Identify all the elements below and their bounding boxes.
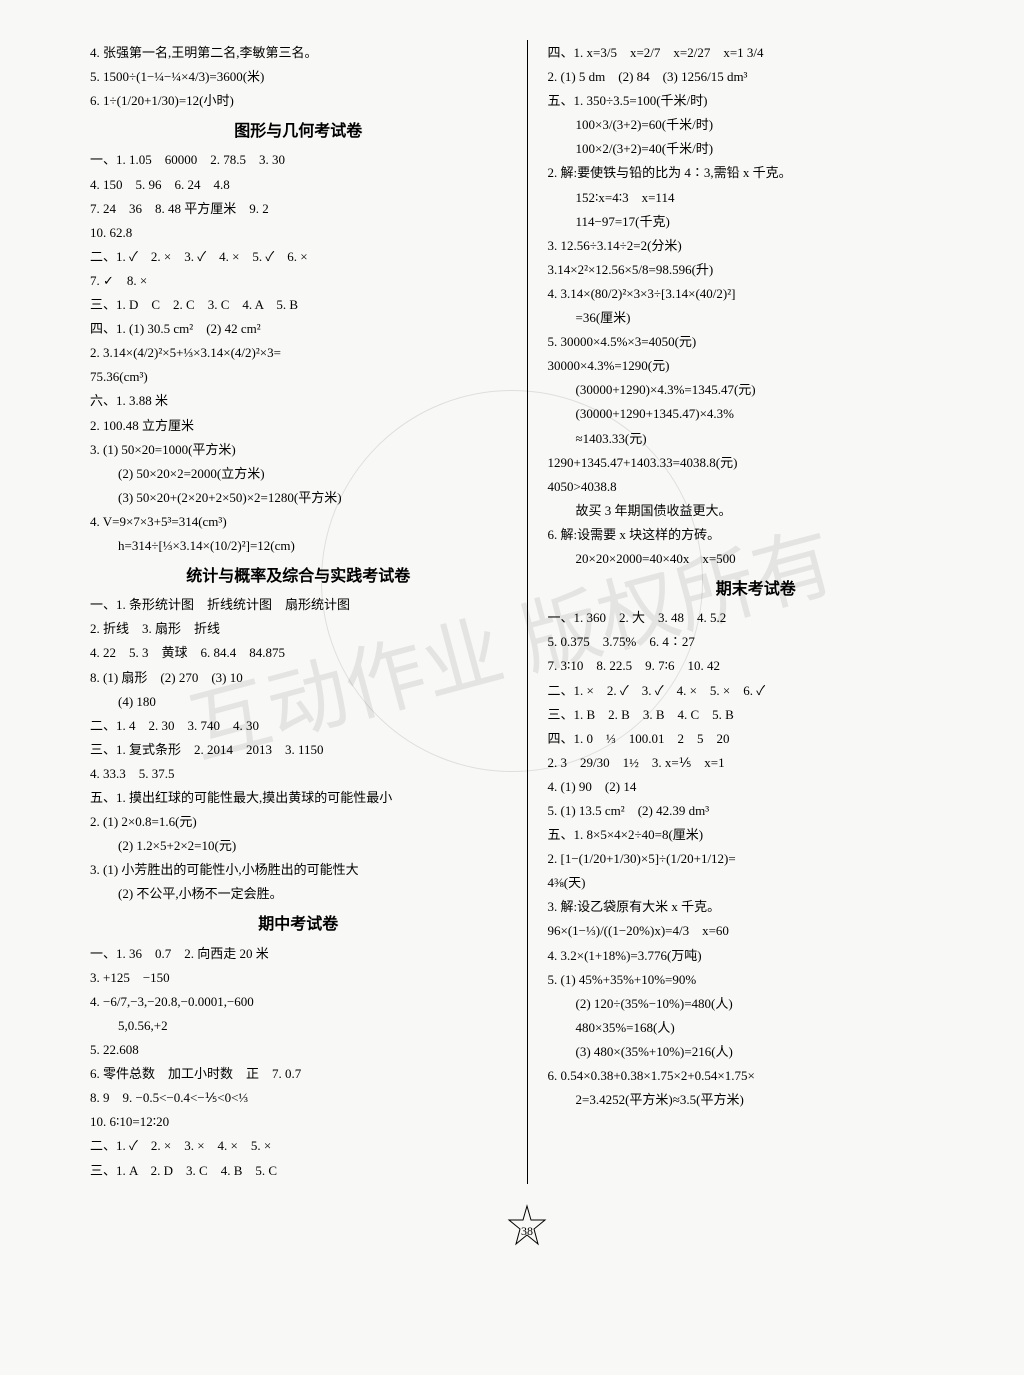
answer-line: 2. [1−(1/20+1/30)×5]÷(1/20+1/12)= — [548, 848, 965, 870]
answer-line: 152∶x=4∶3 x=114 — [576, 187, 965, 209]
left-column: 4. 张强第一名,王明第二名,李敏第三名。5. 1500÷(1−¼−¼×4/3)… — [90, 40, 507, 1184]
answer-line: 5. 22.608 — [90, 1039, 507, 1061]
answer-line: 4. 150 5. 96 6. 24 4.8 — [90, 174, 507, 196]
answer-line: 10. 62.8 — [90, 222, 507, 244]
answer-line: 6. 零件总数 加工小时数 正 7. 0.7 — [90, 1063, 507, 1085]
answer-line: 2. (1) 2×0.8=1.6(元) — [90, 811, 507, 833]
answer-line: 4. 3.2×(1+18%)=3.776(万吨) — [548, 945, 965, 967]
answer-line: 75.36(cm³) — [90, 366, 507, 388]
answer-line: 3.14×2²×12.56×5/8=98.596(升) — [548, 259, 965, 281]
answer-line: 30000×4.3%=1290(元) — [548, 355, 965, 377]
answer-line: 五、1. 摸出红球的可能性最大,摸出黄球的可能性最小 — [90, 787, 507, 809]
answer-line: =36(厘米) — [576, 307, 965, 329]
answer-line: 三、1. D C 2. C 3. C 4. A 5. B — [90, 294, 507, 316]
answer-line: 一、1. 条形统计图 折线统计图 扇形统计图 — [90, 594, 507, 616]
answer-line: 4. (1) 90 (2) 14 — [548, 776, 965, 798]
answer-line: (4) 180 — [118, 691, 507, 713]
section-title: 图形与几何考试卷 — [90, 118, 507, 145]
answer-line: 8. (1) 扇形 (2) 270 (3) 10 — [90, 667, 507, 689]
answer-line: 2. (1) 5 dm (2) 84 (3) 1256/15 dm³ — [548, 66, 965, 88]
section-title: 统计与概率及综合与实践考试卷 — [90, 563, 507, 590]
answer-line: (2) 1.2×5+2×2=10(元) — [118, 835, 507, 857]
answer-line: 100×3/(3+2)=60(千米/时) — [576, 114, 965, 136]
answer-line: 二、1. ✓ 2. × 3. ✓ 4. × 5. ✓ 6. × — [90, 246, 507, 268]
section-title: 期末考试卷 — [548, 576, 965, 603]
answer-line: 6. 1÷(1/20+1/30)=12(小时) — [90, 90, 507, 112]
answer-line: 4. 3.14×(80/2)²×3×3÷[3.14×(40/2)²] — [548, 283, 965, 305]
answer-line: 五、1. 350÷3.5=100(千米/时) — [548, 90, 965, 112]
answer-line: 5. 30000×4.5%×3=4050(元) — [548, 331, 965, 353]
answer-line: 故买 3 年期国债收益更大。 — [576, 500, 965, 522]
answer-line: 3. (1) 50×20=1000(平方米) — [90, 439, 507, 461]
answer-line: 3. 解:设乙袋原有大米 x 千克。 — [548, 896, 965, 918]
answer-line: 2. 3.14×(4/2)²×5+⅓×3.14×(4/2)²×3= — [90, 342, 507, 364]
answer-line: 4⅜(天) — [548, 872, 965, 894]
answer-line: 4. −6/7,−3,−20.8,−0.0001,−600 — [90, 991, 507, 1013]
answer-line: 2=3.4252(平方米)≈3.5(平方米) — [576, 1089, 965, 1111]
answer-line: 7. ✓ 8. × — [90, 270, 507, 292]
right-column: 四、1. x=3/5 x=2/7 x=2/27 x=1 3/42. (1) 5 … — [548, 40, 965, 1184]
answer-line: 四、1. x=3/5 x=2/7 x=2/27 x=1 3/4 — [548, 42, 965, 64]
answer-line: 2. 100.48 立方厘米 — [90, 415, 507, 437]
answer-line: 5. (1) 13.5 cm² (2) 42.39 dm³ — [548, 800, 965, 822]
answer-line: (2) 120÷(35%−10%)=480(人) — [576, 993, 965, 1015]
answer-line: 4. 22 5. 3 黄球 6. 84.4 84.875 — [90, 642, 507, 664]
answer-line: 3. +125 −150 — [90, 967, 507, 989]
answer-line: 一、1. 360 2. 大 3. 48 4. 5.2 — [548, 607, 965, 629]
answer-line: (2) 不公平,小杨不一定会胜。 — [118, 883, 507, 905]
answer-line: 7. 24 36 8. 48 平方厘米 9. 2 — [90, 198, 507, 220]
answer-line: 5. (1) 45%+35%+10%=90% — [548, 969, 965, 991]
answer-line: 96×(1−⅓)/((1−20%)x)=4/3 x=60 — [548, 920, 965, 942]
answer-line: 2. 3 29/30 1½ 3. x=⅕ x=1 — [548, 752, 965, 774]
answer-line: 3. 12.56÷3.14÷2=2(分米) — [548, 235, 965, 257]
answer-line: (3) 50×20+(2×20+2×50)×2=1280(平方米) — [118, 487, 507, 509]
answer-line: 10. 6∶10=12∶20 — [90, 1111, 507, 1133]
page-number: 38 — [90, 1204, 964, 1262]
answer-line: 7. 3∶10 8. 22.5 9. 7∶6 10. 42 — [548, 655, 965, 677]
answer-line: 二、1. 4 2. 30 3. 740 4. 30 — [90, 715, 507, 737]
answer-line: 3. (1) 小芳胜出的可能性小,小杨胜出的可能性大 — [90, 859, 507, 881]
answer-line: (2) 50×20×2=2000(立方米) — [118, 463, 507, 485]
answer-line: 四、1. (1) 30.5 cm² (2) 42 cm² — [90, 318, 507, 340]
answer-line: 480×35%=168(人) — [576, 1017, 965, 1039]
answer-line: 2. 折线 3. 扇形 折线 — [90, 618, 507, 640]
answer-line: 一、1. 1.05 60000 2. 78.5 3. 30 — [90, 149, 507, 171]
answer-line: 4. V=9×7×3+5³=314(cm³) — [90, 511, 507, 533]
answer-line: 114−97=17(千克) — [576, 211, 965, 233]
answer-line: 8. 9 9. −0.5<−0.4<−⅕<0<⅓ — [90, 1087, 507, 1109]
page-number-text: 38 — [521, 1221, 533, 1241]
answer-line: 五、1. 8×5×4×2÷40=8(厘米) — [548, 824, 965, 846]
answer-line: 20×20×2000=40×40x x=500 — [576, 548, 965, 570]
answer-line: 4050>4038.8 — [548, 476, 965, 498]
answer-line: 三、1. B 2. B 3. B 4. C 5. B — [548, 704, 965, 726]
answer-line: 三、1. A 2. D 3. C 4. B 5. C — [90, 1160, 507, 1182]
answer-line: 100×2/(3+2)=40(千米/时) — [576, 138, 965, 160]
column-divider — [527, 40, 528, 1184]
answer-line: 2. 解:要使铁与铅的比为 4∶3,需铅 x 千克。 — [548, 162, 965, 184]
answer-line: h=314÷[⅓×3.14×(10/2)²]=12(cm) — [118, 535, 507, 557]
answer-line: 一、1. 36 0.7 2. 向西走 20 米 — [90, 943, 507, 965]
answer-line: 4. 33.3 5. 37.5 — [90, 763, 507, 785]
page-star-icon: 38 — [505, 1204, 549, 1262]
page-content: 4. 张强第一名,王明第二名,李敏第三名。5. 1500÷(1−¼−¼×4/3)… — [90, 40, 964, 1184]
section-title: 期中考试卷 — [90, 911, 507, 938]
answer-line: (3) 480×(35%+10%)=216(人) — [576, 1041, 965, 1063]
answer-line: 四、1. 0 ⅓ 100.01 2 5 20 — [548, 728, 965, 750]
answer-line: (30000+1290)×4.3%=1345.47(元) — [576, 379, 965, 401]
answer-line: 六、1. 3.88 米 — [90, 390, 507, 412]
answer-line: ≈1403.33(元) — [576, 428, 965, 450]
answer-line: 6. 0.54×0.38+0.38×1.75×2+0.54×1.75× — [548, 1065, 965, 1087]
answer-line: 5. 0.375 3.75% 6. 4∶27 — [548, 631, 965, 653]
answer-line: 4. 张强第一名,王明第二名,李敏第三名。 — [90, 42, 507, 64]
answer-line: 1290+1345.47+1403.33=4038.8(元) — [548, 452, 965, 474]
answer-line: 6. 解:设需要 x 块这样的方砖。 — [548, 524, 965, 546]
answer-line: 5. 1500÷(1−¼−¼×4/3)=3600(米) — [90, 66, 507, 88]
answer-line: 二、1. ✓ 2. × 3. × 4. × 5. × — [90, 1135, 507, 1157]
answer-line: (30000+1290+1345.47)×4.3% — [576, 403, 965, 425]
answer-line: 二、1. × 2. ✓ 3. ✓ 4. × 5. × 6. ✓ — [548, 680, 965, 702]
answer-line: 5,0.56,+2 — [118, 1015, 507, 1037]
answer-line: 三、1. 复式条形 2. 2014 2013 3. 1150 — [90, 739, 507, 761]
